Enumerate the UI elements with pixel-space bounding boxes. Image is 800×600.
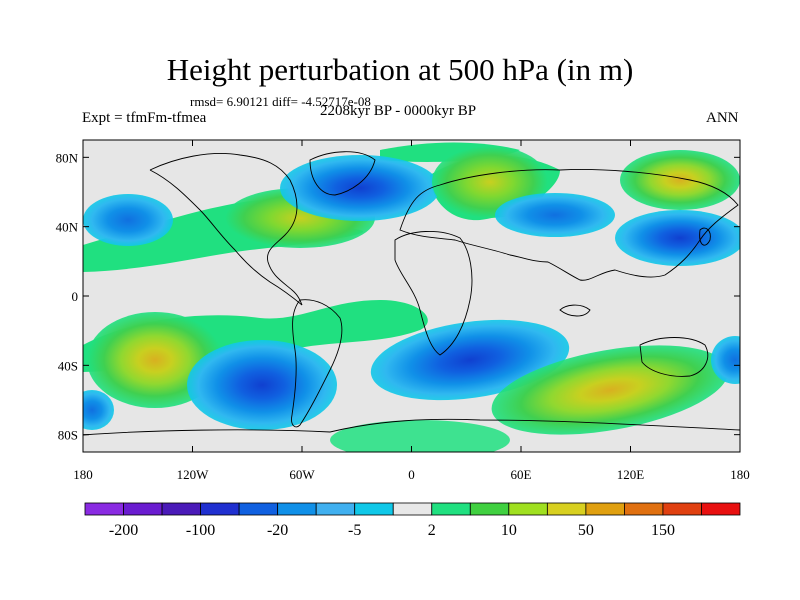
y-axis-ticks: 80N 40N 0 40S 80S [56, 150, 740, 443]
colorbar-label: 50 [578, 522, 594, 539]
field-layer [83, 140, 740, 452]
plot-title: Height perturbation at 500 hPa (in m) [166, 52, 634, 87]
colorbar-label: -100 [186, 522, 215, 539]
anomaly-south-indian-high [491, 345, 729, 435]
greenland [309, 151, 376, 196]
x-tick-label: 60E [511, 467, 532, 482]
colorbar-swatch [585, 502, 625, 516]
stats-subtitle: rmsd= 6.90121 diff= -4.52717e-08 [190, 94, 371, 109]
anomaly-north-west-pacific-low [615, 210, 740, 266]
japan [699, 227, 711, 246]
australia [639, 337, 709, 377]
y-tick-label: 80N [56, 150, 79, 165]
y-tick-label: 80S [58, 428, 78, 443]
time-period-label: 2208kyr BP - 0000kyr BP [320, 103, 477, 119]
colorbar-swatch [161, 502, 201, 516]
colorbar-swatch [392, 502, 433, 516]
colorbar-swatch [84, 502, 124, 516]
x-tick-label: 60W [289, 467, 315, 482]
north-america-coast [149, 153, 303, 306]
indonesia [559, 304, 591, 317]
colorbar-swatch [546, 502, 587, 516]
anomaly-far-east-low [711, 336, 740, 384]
colorbar-swatch [315, 502, 356, 516]
colorbar-swatch [277, 502, 317, 516]
anomaly-far-west-low [83, 390, 114, 430]
colorbar-label: -20 [267, 522, 288, 539]
colorbar-swatch [238, 502, 279, 516]
colorbar-label: -200 [109, 522, 138, 539]
x-tick-label: 180 [730, 467, 750, 482]
coastlines [83, 151, 740, 436]
colorbar-swatch [200, 502, 240, 516]
north-america-west-coast [149, 169, 303, 306]
colorbar-swatch [431, 502, 471, 516]
anomaly-east-asia-high [620, 150, 740, 210]
anomaly-south-america-low [187, 340, 337, 430]
colorbar-label: 150 [651, 522, 675, 539]
x-tick-label: 120E [617, 467, 645, 482]
colorbar-swatch [469, 502, 510, 516]
x-tick-label: 180 [73, 467, 93, 482]
colorbar-label: 10 [501, 522, 517, 539]
colorbar-label: -5 [348, 522, 361, 539]
season-label: ANN [706, 110, 739, 126]
x-axis-ticks: 180 120W 60W 0 60E 120E 180 [73, 140, 750, 482]
antarctica-coast [83, 418, 740, 436]
y-tick-label: 40S [58, 358, 78, 373]
experiment-label: Expt = tfmFm-tfmea [82, 110, 207, 126]
anomaly-central-asia-low [495, 193, 615, 237]
colorbar-swatch [354, 502, 394, 516]
colorbar-label: 2 [428, 522, 436, 539]
south-america [291, 299, 343, 428]
colorbar-swatch [508, 502, 548, 516]
x-tick-label: 0 [408, 467, 415, 482]
colorbar-swatch [123, 502, 163, 516]
colorbar-swatch [701, 502, 741, 516]
anomaly-north-atlantic-low [280, 155, 440, 221]
colorbar-swatch [624, 502, 664, 516]
y-tick-label: 40N [56, 220, 79, 235]
x-tick-label: 120W [177, 467, 210, 482]
anomaly-north-pacific-low [83, 194, 173, 246]
anomaly-antarctic-green [330, 420, 510, 452]
colorbar-swatch [662, 502, 702, 516]
y-tick-label: 0 [72, 289, 79, 304]
colorbar: -200 -100 -20 -5 2 10 50 150 [84, 502, 741, 539]
eurasia [399, 169, 739, 281]
africa [394, 230, 473, 356]
